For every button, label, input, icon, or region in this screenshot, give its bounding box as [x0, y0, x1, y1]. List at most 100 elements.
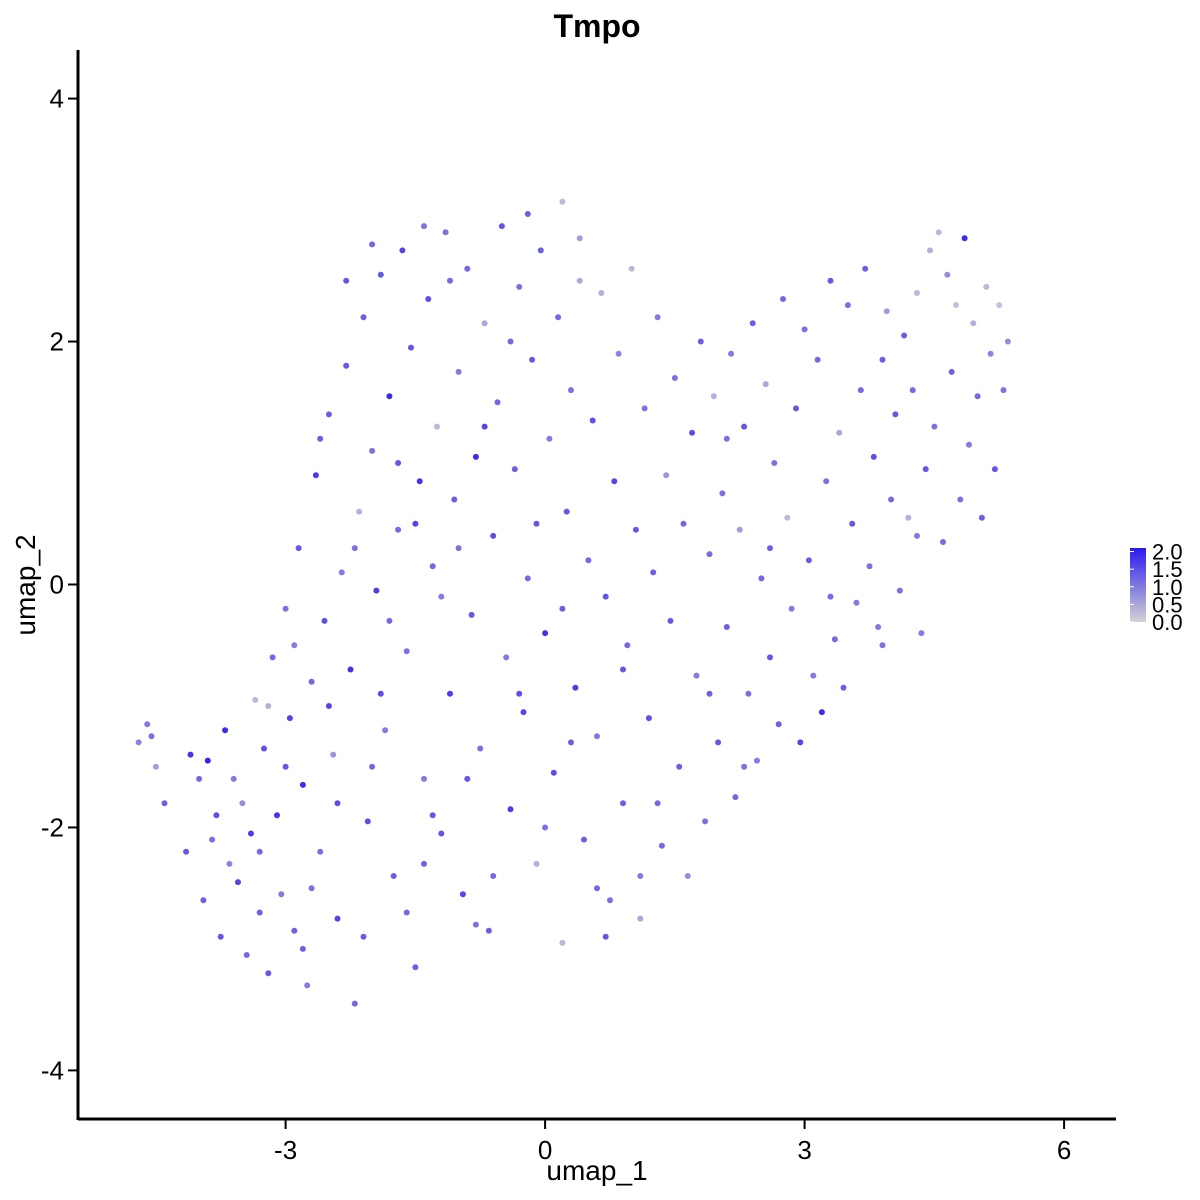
scatter-point: [135, 739, 142, 746]
scatter-point: [317, 435, 324, 442]
scatter-point: [416, 478, 423, 485]
scatter-point: [758, 575, 765, 582]
scatter-point: [555, 314, 562, 321]
scatter-point: [602, 933, 609, 940]
y-tick-label: 0: [50, 570, 64, 600]
scatter-point: [883, 308, 890, 315]
scatter-point: [559, 198, 566, 205]
scatter-point: [978, 514, 985, 521]
scatter-point: [598, 290, 605, 296]
scatter-point: [689, 429, 696, 436]
scatter-point: [464, 775, 471, 782]
scatter-point: [732, 794, 739, 801]
scatter-point: [325, 703, 332, 709]
y-axis-label: umap_2: [10, 534, 41, 635]
scatter-point: [818, 709, 825, 716]
scatter-point: [434, 423, 440, 430]
scatter-point: [706, 551, 713, 558]
scatter-point: [516, 283, 523, 290]
x-axis-ticks: -3 0 3 6: [274, 1119, 1071, 1165]
scatter-point: [723, 624, 730, 630]
scatter-point: [645, 715, 652, 722]
x-tick-label: 0: [538, 1135, 552, 1165]
scatter-point: [563, 508, 570, 515]
scatter-point: [373, 587, 380, 594]
scatter-point: [442, 229, 449, 236]
scatter-point: [395, 526, 402, 533]
scatter-point: [226, 860, 233, 867]
scatter-point: [870, 453, 877, 460]
scatter-point: [429, 563, 436, 570]
scatter-point: [542, 630, 549, 637]
scatter-point: [472, 921, 479, 928]
scatter-point: [308, 678, 315, 685]
scatter-point: [343, 362, 350, 369]
scatter-point: [935, 229, 942, 236]
y-tick-label: 2: [50, 327, 64, 357]
scatter-point: [879, 642, 886, 649]
scatter-point: [663, 472, 670, 479]
scatter-point: [343, 277, 350, 284]
scatter-point: [849, 520, 856, 527]
scatter-point: [464, 265, 471, 272]
scatter-points: [135, 198, 1011, 1007]
scatter-point: [183, 848, 190, 855]
scatter-point: [961, 235, 968, 242]
scatter-point: [507, 806, 514, 813]
scatter-point: [369, 447, 376, 454]
scatter-point: [438, 830, 445, 837]
scatter-point: [996, 302, 1003, 309]
scatter-point: [901, 332, 908, 339]
scatter-point: [196, 775, 203, 782]
colorbar-legend: 0.00.51.01.52.0: [1130, 540, 1183, 635]
scatter-point: [754, 757, 760, 764]
scatter-point: [187, 751, 194, 758]
scatter-point: [719, 490, 726, 497]
scatter-point: [585, 557, 592, 564]
scatter-point: [369, 241, 376, 248]
scatter-point: [918, 630, 925, 637]
scatter-point: [983, 283, 990, 290]
scatter-point: [706, 690, 713, 697]
scatter-point: [974, 393, 981, 400]
scatter-point: [914, 290, 920, 296]
scatter-point: [455, 545, 462, 552]
scatter-point: [291, 642, 298, 649]
scatter-point: [827, 277, 834, 284]
scatter-point: [702, 818, 709, 825]
scatter-point: [1000, 387, 1007, 394]
scatter-point: [905, 514, 912, 521]
scatter-point: [853, 599, 860, 606]
scatter-point: [425, 296, 432, 302]
x-axis-label: umap_1: [546, 1155, 647, 1186]
scatter-point: [351, 545, 358, 552]
scatter-point: [209, 836, 216, 843]
scatter-point: [620, 666, 626, 673]
scatter-point: [503, 654, 510, 661]
scatter-point: [230, 775, 237, 782]
scatter-point: [991, 466, 998, 473]
scatter-point: [827, 593, 834, 600]
scatter-point: [222, 727, 229, 734]
scatter-point: [801, 326, 808, 333]
scatter-point: [589, 417, 596, 424]
scatter-point: [559, 605, 566, 612]
scatter-point: [282, 763, 289, 770]
scatter-point: [1004, 338, 1011, 345]
scatter-point: [152, 763, 159, 770]
scatter-point: [741, 423, 748, 430]
colorbar-tick-label: 2.0: [1152, 540, 1183, 565]
scatter-point: [347, 666, 354, 673]
scatter-point: [386, 617, 393, 624]
scatter-point: [459, 891, 466, 898]
scatter-point: [892, 411, 899, 418]
scatter-point: [239, 800, 246, 807]
scatter-point: [658, 842, 665, 849]
scatter-point: [568, 739, 574, 746]
scatter-point: [879, 356, 886, 363]
scatter-point: [477, 745, 484, 752]
scatter-point: [641, 405, 648, 412]
scatter-point: [490, 532, 497, 539]
scatter-point: [498, 223, 505, 230]
colorbar-tick-label: 0.5: [1152, 592, 1183, 617]
